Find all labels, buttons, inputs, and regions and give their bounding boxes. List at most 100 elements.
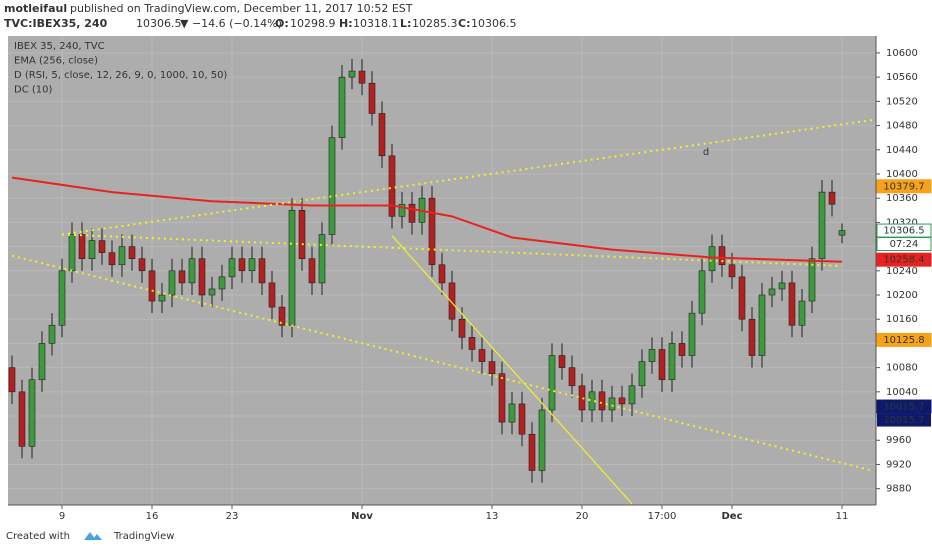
legend-entry: D (RSI, 5, close, 12, 26, 9, 0, 1000, 10…: [14, 70, 227, 81]
legend-entry: DC (10): [14, 85, 52, 96]
candle-body: [808, 258, 816, 302]
candle-body: [468, 337, 476, 350]
x-tick-label: 23: [226, 511, 239, 522]
brand[interactable]: TradingView: [113, 531, 174, 542]
candle-body: [498, 373, 506, 423]
x-tick-label: 9: [59, 511, 65, 522]
candle-body: [458, 318, 466, 338]
o: 10298.9: [290, 17, 336, 30]
trend-line: [61, 233, 843, 267]
candle-body: [248, 258, 256, 272]
price-label: 10125.8: [883, 335, 924, 346]
candle-body: [428, 197, 436, 266]
legend-entry: IBEX 35, 240, TVC: [14, 41, 105, 52]
candle-body: [698, 270, 706, 314]
symbol: TVC:IBEX35, 240: [4, 17, 108, 30]
y-tick-label: 10600: [886, 48, 918, 59]
candle-body: [728, 264, 736, 278]
candle-body: [198, 258, 206, 296]
candle-body: [628, 385, 636, 405]
candle-body: [648, 349, 656, 362]
candle-body: [78, 234, 86, 259]
candle-body: [18, 391, 26, 447]
candle-body: [188, 258, 196, 284]
y-tick-label: 10360: [886, 193, 918, 204]
candle-body: [88, 240, 96, 259]
candle-body: [838, 230, 846, 236]
candle-body: [638, 361, 646, 387]
candle-body: [508, 403, 516, 423]
candle-body: [368, 82, 376, 114]
last: 10306.5: [136, 17, 182, 30]
candle-body: [768, 288, 776, 296]
candle-body: [528, 433, 536, 471]
c-label: C:: [458, 17, 470, 30]
published: published on TradingView.com, December 1…: [70, 2, 413, 15]
y-tick-label: 10400: [886, 169, 918, 180]
candle-body: [538, 409, 546, 471]
candle-body: [518, 403, 526, 435]
candle-body: [138, 258, 146, 272]
candle-body: [328, 137, 336, 235]
y-tick-label: 10080: [886, 363, 918, 374]
candle-body: [828, 191, 836, 205]
candle-body: [178, 270, 186, 284]
candle-body: [58, 270, 66, 326]
y-tick-label: 10320: [886, 217, 918, 228]
price-label: 10258.4: [883, 255, 924, 266]
candle-body: [798, 300, 806, 326]
candle-body: [388, 155, 396, 217]
candle-body: [358, 70, 366, 84]
y-tick-label: 10560: [886, 72, 918, 83]
x-tick-label: 20: [576, 511, 589, 522]
h: 10318.1: [353, 17, 399, 30]
candle-body: [558, 355, 566, 368]
candle-body: [788, 282, 796, 326]
candle-body: [408, 203, 416, 223]
candle-body: [378, 113, 386, 157]
countdown: 07:24: [890, 239, 919, 250]
h-label: H:: [339, 17, 353, 30]
candle-body: [28, 379, 36, 447]
candle-body: [688, 312, 696, 356]
candle-body: [678, 343, 686, 356]
header: motleifaul published on TradingView.com,…: [4, 2, 517, 30]
countdown-bg: [876, 237, 932, 252]
y-tick-label: 10160: [886, 314, 918, 325]
candle-body: [128, 246, 136, 259]
y-tick-label: 10040: [886, 387, 918, 398]
c: 10306.5: [471, 17, 517, 30]
candle-body: [228, 258, 236, 278]
price-label: 10379.7: [883, 181, 924, 192]
candle-body: [288, 209, 296, 326]
price-label-bg: [876, 332, 932, 347]
price-label-bg: [876, 179, 932, 194]
created: Created with: [6, 531, 70, 542]
candle-body: [608, 397, 616, 411]
candle-body: [578, 385, 586, 411]
candle-body: [778, 282, 786, 290]
candle-body: [218, 276, 226, 290]
l-label: L:: [400, 17, 411, 30]
y-tick-label: 10440: [886, 145, 918, 156]
y-tick-label: 10240: [886, 266, 918, 277]
price-label: 10015.7: [883, 402, 924, 413]
y-tick-label: 9960: [886, 435, 911, 446]
candle-body: [398, 203, 406, 217]
candle-body: [708, 246, 716, 272]
x-tick-label: 16: [146, 511, 159, 522]
candle-body: [308, 258, 316, 284]
author[interactable]: motleifaul: [4, 2, 67, 15]
y-tick-label: 10480: [886, 121, 918, 132]
footer: Created with TradingView: [6, 531, 174, 542]
y-tick-label: 9880: [886, 484, 911, 495]
candle-body: [298, 209, 306, 259]
price-label-bg: [876, 252, 932, 267]
change: ▼ −14.6 (−0.14%): [180, 17, 282, 30]
candle-body: [98, 240, 106, 253]
candle-body: [68, 234, 76, 272]
price-label-bg: [877, 413, 931, 427]
candle-body: [158, 294, 166, 302]
